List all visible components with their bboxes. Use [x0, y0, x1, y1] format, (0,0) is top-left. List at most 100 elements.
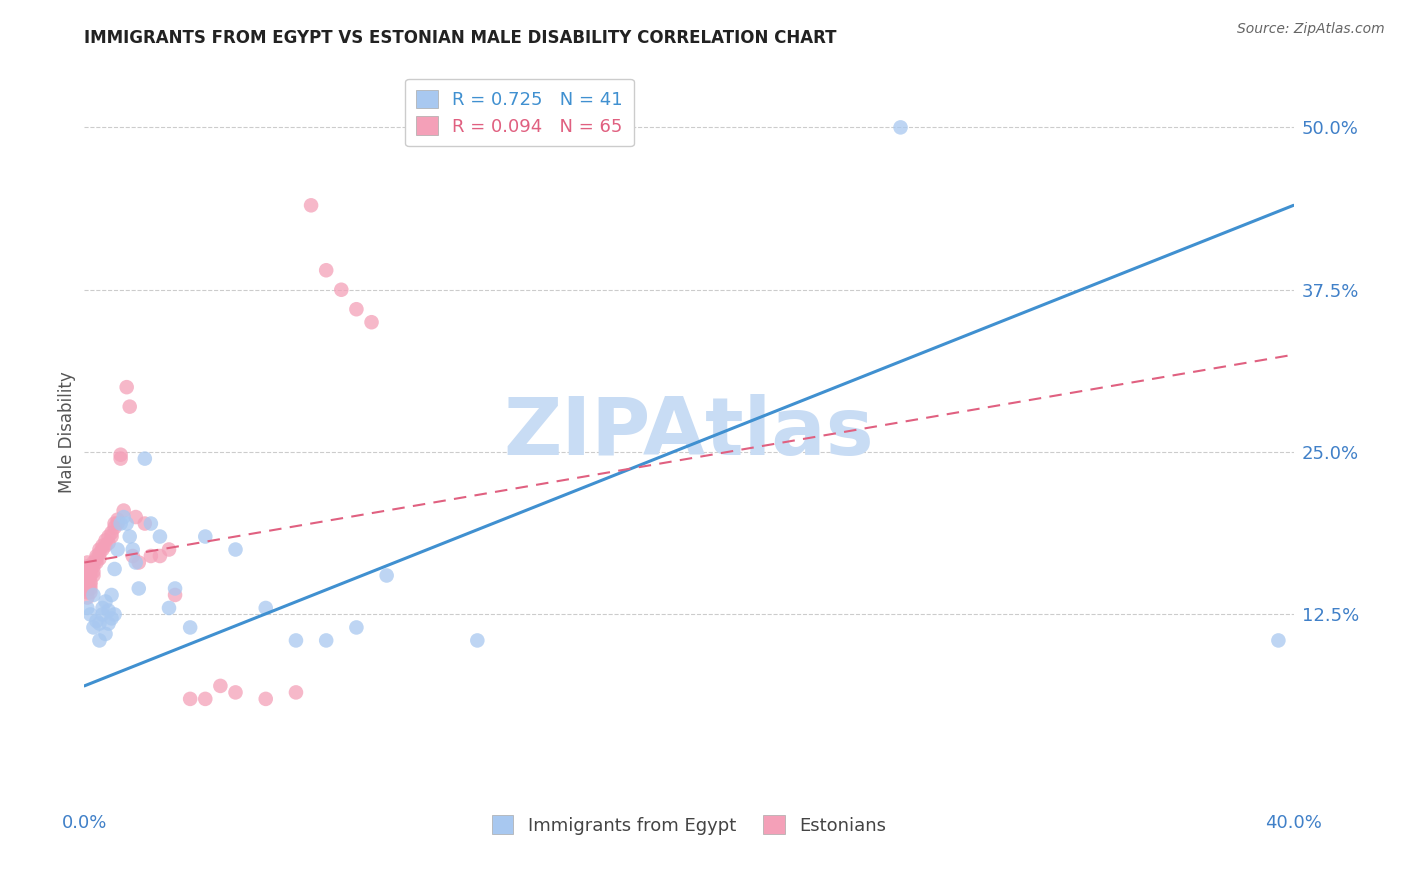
- Point: [76, 574, 98, 589]
- Point: [76, 577, 98, 591]
- Point: [86, 556, 108, 570]
- Point: [73, 568, 96, 582]
- Point: [118, 529, 141, 543]
- Point: [139, 549, 162, 563]
- Point: [89, 542, 111, 557]
- Point: [346, 620, 368, 634]
- Point: [100, 588, 122, 602]
- Point: [179, 620, 201, 634]
- Point: [86, 551, 108, 566]
- Point: [76, 568, 98, 582]
- Point: [157, 601, 180, 615]
- Point: [104, 520, 127, 534]
- Point: [285, 685, 308, 699]
- Point: [82, 556, 104, 570]
- Point: [79, 562, 101, 576]
- Point: [79, 574, 101, 589]
- Point: [91, 607, 114, 622]
- Point: [76, 582, 98, 596]
- Point: [76, 585, 98, 599]
- Point: [330, 283, 353, 297]
- Point: [97, 536, 120, 550]
- Point: [467, 633, 489, 648]
- Point: [346, 302, 368, 317]
- Point: [89, 551, 111, 566]
- Legend: Immigrants from Egypt, Estonians: Immigrants from Egypt, Estonians: [481, 805, 897, 846]
- Point: [285, 633, 308, 648]
- Point: [94, 627, 117, 641]
- Point: [225, 685, 247, 699]
- Point: [76, 601, 98, 615]
- Point: [134, 451, 156, 466]
- Point: [94, 533, 117, 548]
- Point: [79, 577, 101, 591]
- Point: [107, 516, 129, 531]
- Point: [100, 529, 122, 543]
- Point: [157, 542, 180, 557]
- Point: [360, 315, 382, 329]
- Point: [149, 529, 172, 543]
- Point: [89, 633, 111, 648]
- Point: [94, 594, 117, 608]
- Point: [76, 559, 98, 574]
- Point: [125, 510, 148, 524]
- Point: [254, 692, 277, 706]
- Y-axis label: Male Disability: Male Disability: [58, 372, 76, 493]
- Point: [79, 607, 101, 622]
- Point: [97, 529, 120, 543]
- Point: [254, 601, 277, 615]
- Point: [315, 633, 337, 648]
- Point: [110, 451, 132, 466]
- Point: [100, 611, 122, 625]
- Point: [73, 582, 96, 596]
- Point: [112, 510, 135, 524]
- Point: [118, 400, 141, 414]
- Point: [79, 585, 101, 599]
- Text: Source: ZipAtlas.com: Source: ZipAtlas.com: [1237, 22, 1385, 37]
- Point: [91, 542, 114, 557]
- Point: [73, 574, 96, 589]
- Point: [79, 568, 101, 582]
- Point: [121, 549, 143, 563]
- Point: [375, 568, 398, 582]
- Point: [91, 601, 114, 615]
- Point: [97, 616, 120, 631]
- Point: [86, 549, 108, 563]
- Point: [149, 549, 172, 563]
- Point: [225, 542, 247, 557]
- Point: [91, 539, 114, 553]
- Point: [134, 516, 156, 531]
- Point: [104, 562, 127, 576]
- Point: [107, 542, 129, 557]
- Point: [179, 692, 201, 706]
- Point: [97, 603, 120, 617]
- Point: [89, 616, 111, 631]
- Point: [89, 546, 111, 560]
- Point: [76, 556, 98, 570]
- Point: [209, 679, 232, 693]
- Point: [100, 525, 122, 540]
- Point: [82, 588, 104, 602]
- Point: [890, 120, 912, 135]
- Point: [82, 559, 104, 574]
- Point: [125, 556, 148, 570]
- Point: [110, 448, 132, 462]
- Point: [115, 380, 138, 394]
- Point: [121, 542, 143, 557]
- Point: [76, 565, 98, 579]
- Point: [194, 529, 217, 543]
- Point: [139, 516, 162, 531]
- Point: [112, 503, 135, 517]
- Point: [104, 607, 127, 622]
- Point: [79, 582, 101, 596]
- Point: [115, 516, 138, 531]
- Point: [79, 565, 101, 579]
- Point: [165, 588, 187, 602]
- Point: [194, 692, 217, 706]
- Point: [94, 539, 117, 553]
- Point: [315, 263, 337, 277]
- Text: ZIPAtlas: ZIPAtlas: [503, 393, 875, 472]
- Point: [107, 513, 129, 527]
- Point: [128, 556, 150, 570]
- Point: [299, 198, 322, 212]
